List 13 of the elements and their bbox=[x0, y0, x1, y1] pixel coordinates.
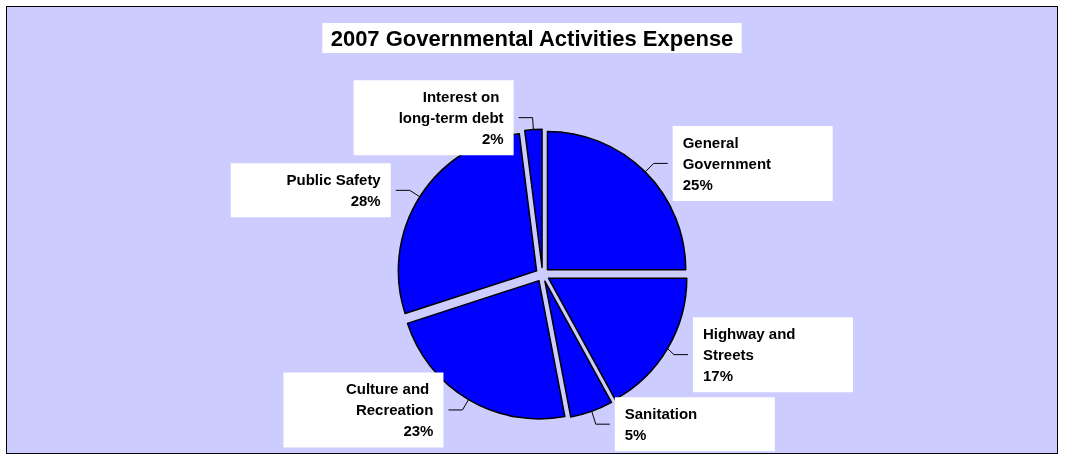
data-label: 17% bbox=[702, 367, 733, 385]
slice-label: Sanitation bbox=[624, 405, 698, 423]
data-label: 25% bbox=[682, 175, 713, 193]
slice-label: General Government bbox=[682, 133, 772, 172]
data-label: 2% bbox=[481, 130, 504, 148]
data-label: 23% bbox=[403, 422, 434, 440]
data-label: 5% bbox=[624, 426, 647, 444]
slice-label: Public Safety bbox=[286, 171, 382, 189]
chart-title: 2007 Governmental Activities Expense bbox=[330, 25, 734, 51]
slice-label: Culture and Recreation bbox=[345, 380, 434, 419]
slice-label: Interest on long-term debt bbox=[398, 88, 504, 127]
data-label: 28% bbox=[350, 192, 381, 210]
slice-label: Highway and Streets bbox=[702, 325, 800, 364]
